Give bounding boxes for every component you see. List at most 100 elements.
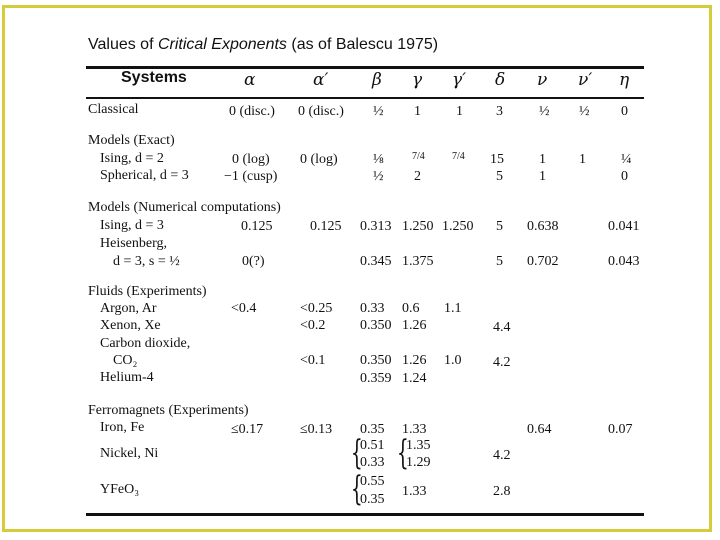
- cell-helium-beta: 0.359: [360, 371, 392, 386]
- cell-xenon-alphap: <0.2: [300, 318, 326, 333]
- header-nu-prime: ν′: [578, 70, 593, 90]
- cell-nickel-beta-2: 0.33: [360, 455, 385, 470]
- section-fluids: Fluids (Experiments): [88, 284, 207, 299]
- cell-ising3-delta: 5: [496, 219, 503, 234]
- cell-spherical-nu: 1: [539, 169, 546, 184]
- brace-yfeo3-beta: {: [350, 469, 363, 509]
- cell-ising3-alpha: 0.125: [241, 219, 273, 234]
- cell-spherical-eta: 0: [621, 169, 628, 184]
- cell-heis-alpha: 0(?): [242, 254, 265, 269]
- section-models-exact: Models (Exact): [88, 133, 175, 148]
- cell-iron-gamma: 1.33: [402, 422, 427, 437]
- cell-classical-beta: ½: [373, 104, 384, 119]
- cell-ising2-beta: ⅛: [373, 152, 384, 167]
- header-delta: δ: [495, 70, 506, 90]
- cell-ising2-nup: 1: [579, 152, 586, 167]
- section-models-numerical: Models (Numerical computations): [88, 200, 281, 215]
- cell-heis-delta: 5: [496, 254, 503, 269]
- row-label-nickel: Nickel, Ni: [100, 446, 159, 461]
- cell-argon-beta: 0.33: [360, 301, 385, 316]
- cell-ising2-gammap: 7/4: [452, 151, 465, 162]
- cell-ising3-alphap: 0.125: [310, 219, 342, 234]
- cell-ising2-delta: 15: [490, 152, 504, 167]
- cell-classical-eta: 0: [621, 104, 628, 119]
- cell-nickel-gamma-1: 1.35: [406, 438, 431, 453]
- cell-co2-delta: 4.2: [493, 355, 511, 370]
- cell-classical-alpha: 0 (disc.): [229, 104, 275, 119]
- cell-yfeo3-beta-1: 0.55: [360, 474, 385, 489]
- row-label-classical: Classical: [88, 102, 139, 117]
- cell-spherical-gamma: 2: [414, 169, 421, 184]
- header-alpha-prime: α′: [313, 70, 329, 90]
- cell-classical-nu: ½: [539, 104, 550, 119]
- row-label-heisenberg: Heisenberg,: [100, 236, 167, 251]
- row-label-ising3: Ising, d = 3: [100, 218, 164, 233]
- cell-classical-delta: 3: [496, 104, 503, 119]
- cell-iron-nu: 0.64: [527, 422, 552, 437]
- header-systems: Systems: [121, 69, 187, 86]
- header-nu: ν: [537, 70, 548, 90]
- cell-ising2-nu: 1: [539, 152, 546, 167]
- cell-co2-gammap: 1.0: [444, 353, 462, 368]
- row-label-carbon-dioxide: Carbon dioxide,: [100, 336, 191, 351]
- brace-nickel-beta: {: [350, 433, 363, 473]
- row-label-ising2: Ising, d = 2: [100, 151, 164, 166]
- cell-classical-alphap: 0 (disc.): [298, 104, 344, 119]
- cell-argon-alphap: <0.25: [300, 301, 333, 316]
- cell-iron-alpha: ≤0.17: [231, 422, 264, 437]
- title-italic: Critical Exponents: [157, 36, 287, 53]
- cell-yfeo3-gamma: 1.33: [402, 484, 427, 499]
- section-ferromagnets: Ferromagnets (Experiments): [88, 403, 249, 418]
- cell-yfeo3-beta-2: 0.35: [360, 492, 385, 507]
- cell-argon-gamma: 0.6: [402, 301, 420, 316]
- cell-heis-beta: 0.345: [360, 254, 392, 269]
- cell-iron-alphap: ≤0.13: [300, 422, 333, 437]
- table-bottom-rule: [86, 513, 644, 516]
- cell-spherical-beta: ½: [373, 169, 384, 184]
- cell-co2-beta: 0.350: [360, 353, 392, 368]
- slide-title: Values of Critical Exponents (as of Bale…: [88, 36, 438, 54]
- cell-ising3-nu: 0.638: [527, 219, 559, 234]
- cell-spherical-alpha: −1 (cusp): [224, 169, 278, 184]
- cell-nickel-delta: 4.2: [493, 448, 511, 463]
- cell-ising2-alpha: 0 (log): [232, 152, 270, 167]
- slide-border: [2, 5, 712, 532]
- cell-ising2-gamma: 7/4: [412, 151, 425, 162]
- row-label-helium: Helium-4: [100, 370, 154, 385]
- row-label-heisenberg-params: d = 3, s = ½: [113, 254, 180, 269]
- cell-spherical-delta: 5: [496, 169, 503, 184]
- cell-ising3-eta: 0.041: [608, 219, 640, 234]
- cell-classical-gamma: 1: [414, 104, 421, 119]
- row-label-yfeo3: YFeO₃: [100, 482, 140, 497]
- cell-classical-gammap: 1: [456, 104, 463, 119]
- brace-nickel-gamma: {: [396, 433, 409, 473]
- cell-nickel-beta-1: 0.51: [360, 438, 385, 453]
- cell-xenon-gamma: 1.26: [402, 318, 427, 333]
- title-suffix: (as of Balescu 1975): [286, 36, 439, 53]
- cell-nickel-gamma-2: 1.29: [406, 455, 431, 470]
- row-label-argon: Argon, Ar: [100, 301, 157, 316]
- row-label-spherical: Spherical, d = 3: [100, 168, 189, 183]
- cell-heis-nu: 0.702: [527, 254, 559, 269]
- cell-ising2-eta: ¼: [621, 152, 632, 167]
- cell-heis-eta: 0.043: [608, 254, 640, 269]
- cell-ising3-beta: 0.313: [360, 219, 392, 234]
- header-eta: η: [619, 70, 630, 90]
- cell-co2-gamma: 1.26: [402, 353, 427, 368]
- cell-ising3-gammap: 1.250: [442, 219, 474, 234]
- header-gamma-prime: γ′: [452, 70, 467, 90]
- cell-co2-alphap: <0.1: [300, 353, 326, 368]
- cell-classical-nup: ½: [579, 104, 590, 119]
- cell-helium-gamma: 1.24: [402, 371, 427, 386]
- cell-argon-alpha: <0.4: [231, 301, 257, 316]
- header-beta: β: [372, 70, 382, 90]
- cell-yfeo3-delta: 2.8: [493, 484, 511, 499]
- header-rule: [86, 97, 644, 99]
- cell-ising2-alphap: 0 (log): [300, 152, 338, 167]
- cell-heis-gamma: 1.375: [402, 254, 434, 269]
- cell-xenon-delta: 4.4: [493, 320, 511, 335]
- cell-iron-beta: 0.35: [360, 422, 385, 437]
- row-label-co2: CO₂: [113, 353, 138, 368]
- cell-argon-gammap: 1.1: [444, 301, 462, 316]
- table-top-rule: [86, 66, 644, 69]
